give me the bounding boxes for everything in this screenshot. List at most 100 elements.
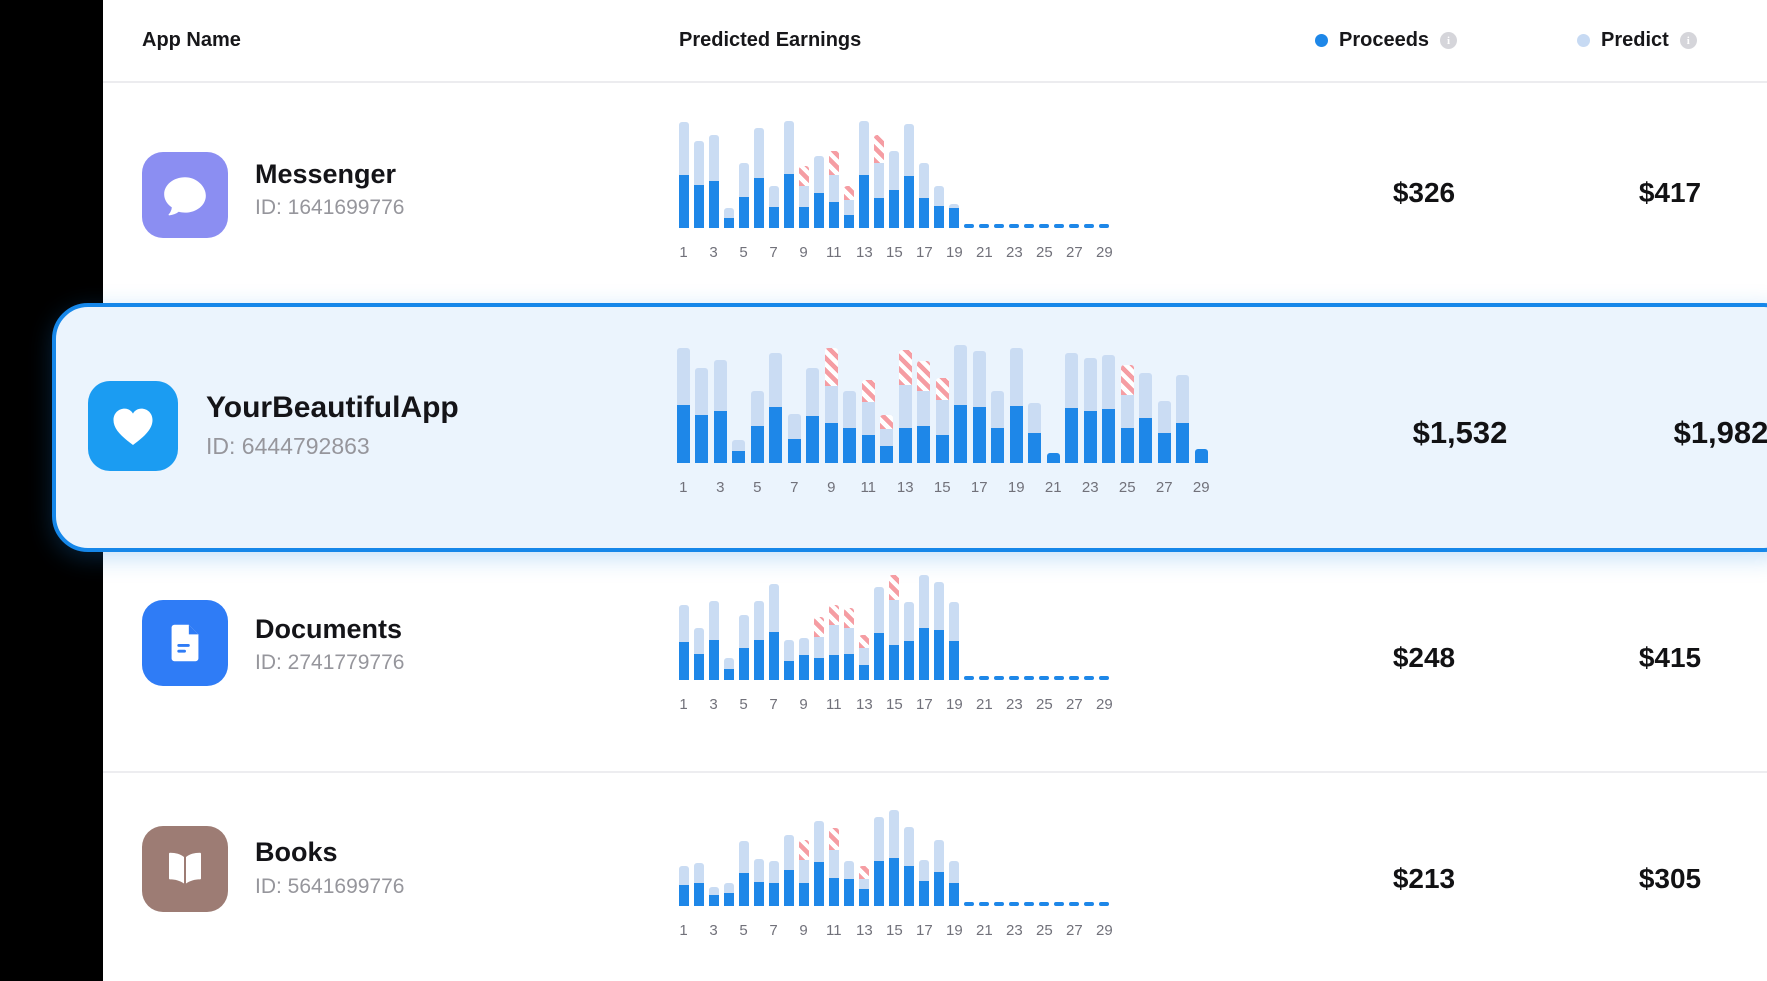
x-tick-label: 23 — [1081, 479, 1099, 496]
x-tick-label: 7 — [769, 244, 778, 261]
predict-info-icon[interactable]: i — [1679, 32, 1697, 49]
x-tick-label: 27 — [1066, 244, 1083, 261]
x-tick-label: 9 — [799, 244, 808, 261]
x-tick-label: 29 — [1192, 479, 1210, 496]
predict-segment — [723, 658, 734, 669]
earnings-bar-day-19 — [1009, 348, 1023, 463]
predict-segment — [813, 821, 824, 862]
forecast-dash — [1008, 902, 1019, 906]
predict-segment — [723, 208, 734, 218]
earnings-bar-day-2 — [693, 863, 704, 906]
proceeds-segment — [813, 862, 824, 906]
predict-segment — [828, 175, 839, 202]
proceeds-segment — [903, 176, 914, 228]
proceeds-segment — [723, 669, 734, 680]
earnings-bar-day-8 — [783, 835, 794, 906]
forecast-dash — [1083, 902, 1094, 906]
app-row-yourbeautifulapp-selected[interactable]: YourBeautifulApp ID: 6444792863 1 3 5 7 9 11 1… — [52, 303, 1767, 552]
forecast-dash — [963, 902, 974, 906]
proceeds-segment — [1139, 418, 1153, 463]
predict-segment — [813, 156, 824, 193]
proceeds-value: $213 — [1392, 863, 1456, 894]
predict-segment — [798, 186, 809, 207]
x-tick-label: 21 — [976, 244, 993, 261]
earnings-bar-day-3 — [713, 360, 727, 463]
app-row-messenger[interactable]: Messenger ID: 1641699776 1 3 5 7 9 11 13 15 17 19… — [103, 81, 1767, 303]
stripe-marker — [888, 575, 899, 600]
predict-segment — [935, 400, 949, 435]
earnings-bar-day-12 — [843, 861, 854, 906]
earnings-bar-day-9 — [824, 348, 838, 463]
forecast-dash — [993, 676, 1004, 680]
x-tick-label: 13 — [856, 244, 873, 261]
chat-bubble-icon — [164, 177, 206, 216]
predict-segment — [678, 122, 689, 175]
earnings-bar-day-2 — [693, 628, 704, 680]
earnings-bar-day-14 — [873, 817, 884, 906]
earnings-bar-day-11 — [828, 828, 839, 906]
proceeds-segment — [768, 632, 779, 680]
proceeds-info-icon[interactable]: i — [1440, 32, 1458, 49]
app-row-documents[interactable]: Documents ID: 2741779776 1 3 5 7 9 11 13 15 17 19… — [103, 552, 1767, 773]
x-tick-label: 15 — [933, 479, 951, 496]
earnings-bar-day-8 — [806, 368, 820, 463]
predict-segment — [750, 391, 764, 426]
earnings-bar-day-13 — [858, 635, 869, 680]
forecast-dash — [1068, 676, 1079, 680]
app-row-books[interactable]: Books ID: 5641699776 1 3 5 7 9 11 13 15 17 19 21 23… — [103, 771, 1767, 981]
stripe-marker — [828, 605, 839, 625]
earnings-bar-day-24 — [1102, 355, 1116, 463]
app-id: ID: 2741779776 — [255, 651, 405, 674]
earnings-bar-day-12 — [880, 415, 894, 463]
x-tick-label: 9 — [827, 479, 836, 496]
earnings-bar-day-6 — [753, 859, 764, 906]
earnings-bar-day-29 — [1194, 449, 1208, 463]
forecast-dash — [1008, 224, 1019, 228]
predict-segment — [753, 128, 764, 178]
predict-segment — [843, 200, 854, 215]
predict-segment — [917, 391, 931, 426]
earnings-chart: 1 3 5 7 9 11 13 15 17 19 21 23 25 27 29 — [676, 103, 1113, 262]
stripe-marker — [828, 151, 839, 175]
proceeds-segment — [1046, 453, 1060, 463]
proceeds-segment — [948, 208, 959, 228]
proceeds-segment — [695, 415, 709, 463]
predict-segment — [972, 351, 986, 407]
proceeds-segment — [708, 895, 719, 906]
proceeds-segment — [713, 411, 727, 463]
forecast-dash — [1098, 224, 1109, 228]
earnings-bar-day-22 — [1065, 353, 1079, 463]
stripe-marker — [858, 866, 869, 879]
earnings-bar-day-14 — [917, 361, 931, 463]
predict-segment — [918, 163, 929, 198]
proceeds-segment — [708, 181, 719, 228]
predict-segment — [933, 582, 944, 630]
forecast-dash — [978, 676, 989, 680]
earnings-bar-day-13 — [858, 121, 869, 228]
earnings-bar-day-19 — [948, 861, 959, 906]
proceeds-segment — [787, 439, 801, 463]
proceeds-segment — [798, 655, 809, 680]
predict-segment — [695, 368, 709, 415]
predict-segment — [768, 861, 779, 883]
x-tick-label: 23 — [1006, 922, 1023, 939]
earnings-bar-day-4 — [732, 440, 746, 463]
earnings-bar-day-11 — [828, 605, 839, 680]
predict-segment — [738, 841, 749, 873]
legend-predict: Predict i — [1577, 0, 1697, 81]
earnings-bar-day-10 — [843, 391, 857, 463]
earnings-bar-day-5 — [738, 841, 749, 906]
predict-segment — [1009, 348, 1023, 406]
proceeds-segment — [693, 654, 704, 680]
earnings-bar-day-19 — [948, 602, 959, 680]
proceeds-segment — [933, 630, 944, 680]
x-tick-label: 1 — [679, 244, 688, 261]
forecast-dash — [1068, 224, 1079, 228]
proceeds-segment — [693, 883, 704, 906]
proceeds-segment — [798, 883, 809, 906]
earnings-bar-day-15 — [935, 378, 949, 463]
document-icon — [171, 624, 199, 662]
earnings-bar-day-17 — [972, 351, 986, 463]
forecast-dash — [1038, 676, 1049, 680]
x-tick-label: 11 — [826, 244, 842, 261]
